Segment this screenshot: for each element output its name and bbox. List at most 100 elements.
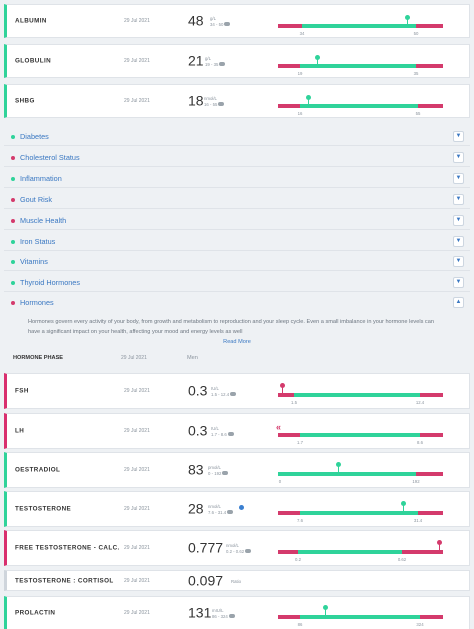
marker-name: PROLACTIN <box>15 609 56 617</box>
category-label: Cholesterol Status <box>20 153 80 162</box>
marker-card-free-testosterone[interactable]: FREE TESTOSTERONE - CALC. 29 Jul 2021 0.… <box>4 530 470 566</box>
chevron-down-icon[interactable]: ▼ <box>453 131 464 142</box>
chevron-down-icon[interactable]: ▼ <box>453 215 464 226</box>
range-low-label: 0.2 <box>295 557 301 562</box>
category-diabetes[interactable]: Diabetes ▼ <box>4 128 470 146</box>
category-thyroid-hormones[interactable]: Thyroid Hormones ▼ <box>4 274 470 292</box>
range-bar: 1.7 8.6 <box>278 433 443 445</box>
chevron-down-icon[interactable]: ▼ <box>453 277 464 288</box>
marker-card-globulin[interactable]: GLOBULIN 29 Jul 2021 21 g/L 19 - 35 19 35 <box>4 44 470 78</box>
note-indicator-icon[interactable] <box>239 505 244 510</box>
chevron-down-icon[interactable]: ▼ <box>453 152 464 163</box>
marker-name: ALBUMIN <box>15 17 47 25</box>
marker-date: 29 Jul 2021 <box>124 18 150 24</box>
phase-date: 29 Jul 2021 <box>121 355 147 361</box>
range-low-label: 1.5 <box>291 400 297 405</box>
range-low-label: 7.6 <box>297 518 303 523</box>
marker-name: TESTOSTERONE : CORTISOL <box>15 577 114 584</box>
range-bar: 0.2 0.62 <box>278 550 443 562</box>
marker-card-lh[interactable]: LH 29 Jul 2021 0.3 IU/L 1.7 - 8.6 « 1.7 8… <box>4 413 470 449</box>
info-icon[interactable] <box>224 22 231 27</box>
marker-date: 29 Jul 2021 <box>124 545 150 551</box>
info-icon[interactable] <box>218 102 225 107</box>
info-icon[interactable] <box>219 62 226 67</box>
status-dot <box>11 301 15 305</box>
status-dot <box>11 281 15 285</box>
marker-date: 29 Jul 2021 <box>124 428 150 434</box>
info-icon[interactable] <box>222 471 229 476</box>
hormones-description: Hormones govern every activity of your b… <box>4 313 470 351</box>
range-low-label: 19 <box>297 71 303 76</box>
marker-date: 29 Jul 2021 <box>124 577 150 584</box>
chevron-down-icon[interactable]: ▼ <box>453 173 464 184</box>
info-icon[interactable] <box>227 432 234 437</box>
marker-card-oestradiol[interactable]: OESTRADIOL 29 Jul 2021 83 pmol/L 0 - 192 … <box>4 452 470 488</box>
category-iron-status[interactable]: Iron Status ▼ <box>4 233 470 251</box>
category-inflammation[interactable]: Inflammation ▼ <box>4 170 470 188</box>
chevron-down-icon[interactable]: ▼ <box>453 256 464 267</box>
marker-date: 29 Jul 2021 <box>124 98 150 104</box>
marker-value: 18 <box>188 92 204 109</box>
below-scale-icon: « <box>276 422 282 432</box>
category-label: Muscle Health <box>20 216 67 225</box>
marker-card-testosterone-cortisol[interactable]: TESTOSTERONE : CORTISOL 29 Jul 2021 0.09… <box>4 570 470 591</box>
phase-value: Men <box>187 355 198 361</box>
marker-value: 28 <box>188 500 204 517</box>
range-high-label: 8.6 <box>417 440 423 445</box>
marker-card-shbg[interactable]: SHBG 29 Jul 2021 18 nmol/L 16 - 55 16 55 <box>4 84 470 118</box>
category-cholesterol-status[interactable]: Cholesterol Status ▼ <box>4 149 470 167</box>
chevron-down-icon[interactable]: ▼ <box>453 194 464 205</box>
info-icon[interactable] <box>245 549 252 554</box>
marker-date: 29 Jul 2021 <box>124 58 150 64</box>
hormone-phase-row: HORMONE PHASE 29 Jul 2021 Men <box>4 351 470 366</box>
status-dot <box>11 156 15 160</box>
phase-label: HORMONE PHASE <box>13 355 64 361</box>
category-label: Inflammation <box>20 174 62 183</box>
status-dot <box>11 240 15 244</box>
category-hormones[interactable]: Hormones ▲ <box>4 294 470 312</box>
range-high-label: 50 <box>413 31 419 36</box>
chevron-down-icon[interactable]: ▼ <box>453 236 464 247</box>
marker-name: TESTOSTERONE <box>15 505 72 513</box>
marker-card-prolactin[interactable]: PROLACTIN 29 Jul 2021 131 mIU/L 86 - 324 … <box>4 596 470 629</box>
marker-card-testosterone[interactable]: TESTOSTERONE 29 Jul 2021 28 nmol/L 7.6 - … <box>4 491 470 527</box>
category-label: Gout Risk <box>20 195 53 204</box>
range-bar: 86 324 <box>278 615 443 627</box>
chevron-up-icon[interactable]: ▲ <box>453 297 464 308</box>
marker-date: 29 Jul 2021 <box>124 467 150 473</box>
marker-date: 29 Jul 2021 <box>124 506 150 512</box>
marker-name: GLOBULIN <box>15 57 52 65</box>
marker-unit: mIU/L 86 - 324 <box>212 608 235 619</box>
category-gout-risk[interactable]: Gout Risk ▼ <box>4 191 470 209</box>
marker-value: 83 <box>188 461 204 478</box>
marker-unit: IU/L 1.7 - 8.6 <box>211 426 234 437</box>
category-muscle-health[interactable]: Muscle Health ▼ <box>4 212 470 230</box>
marker-name: SHBG <box>15 97 35 105</box>
marker-name: LH <box>15 427 25 435</box>
marker-card-albumin[interactable]: ALBUMIN 29 Jul 2021 48 g/L 34 - 50 34 50 <box>4 4 470 38</box>
range-low-label: 34 <box>299 31 305 36</box>
category-vitamins[interactable]: Vitamins ▼ <box>4 253 470 271</box>
range-low-label: 86 <box>297 622 303 627</box>
marker-value: 0.777 <box>188 539 224 556</box>
marker-name: FSH <box>15 387 29 395</box>
range-high-label: 192 <box>412 479 420 484</box>
range-bar: 16 55 <box>278 104 443 116</box>
range-high-label: 0.62 <box>397 557 407 562</box>
info-icon[interactable] <box>228 614 235 619</box>
range-bar: 1.5 12.4 <box>278 393 443 405</box>
range-bar: 0 192 <box>278 472 443 484</box>
marker-card-fsh[interactable]: FSH 29 Jul 2021 0.3 IU/L 1.5 - 12.4 1.5 1… <box>4 373 470 409</box>
marker-value: 131 <box>188 604 212 621</box>
range-high-label: 35 <box>413 71 419 76</box>
range-high-label: 12.4 <box>415 400 425 405</box>
marker-unit: nmol/L 16 - 55 <box>204 96 225 107</box>
read-more-link[interactable]: Read More <box>223 339 251 345</box>
category-label: Iron Status <box>20 237 56 246</box>
marker-unit: nmol/L 7.6 - 31.4 <box>208 504 234 515</box>
marker-unit: g/L 34 - 50 <box>210 16 231 27</box>
info-icon[interactable] <box>227 510 234 515</box>
range-high-label: 31.4 <box>413 518 423 523</box>
range-high-label: 324 <box>416 622 424 627</box>
info-icon[interactable] <box>230 392 237 397</box>
